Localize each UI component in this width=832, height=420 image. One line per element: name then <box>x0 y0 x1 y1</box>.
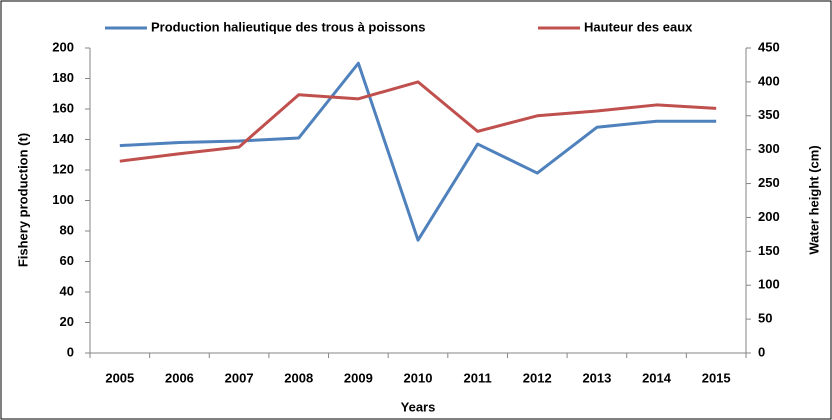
x-tick-label: 2012 <box>523 370 552 385</box>
y-tick-label: 160 <box>52 100 74 115</box>
x-tick-label: 2014 <box>642 370 672 385</box>
y2-axis-label: Water height (cm) <box>806 145 821 254</box>
x-tick-label: 2011 <box>464 370 492 385</box>
y2-tick-label: 100 <box>758 277 780 292</box>
y-tick-label: 80 <box>60 222 74 237</box>
y-tick-label: 200 <box>52 39 74 54</box>
x-tick-label: 2005 <box>105 370 134 385</box>
legend-label: Production halieutique des trous à poiss… <box>151 19 425 34</box>
y2-tick-label: 450 <box>758 39 780 54</box>
y-tick-label: 100 <box>52 192 74 207</box>
x-tick-label: 2013 <box>582 370 611 385</box>
y2-tick-label: 0 <box>758 344 765 359</box>
y-tick-label: 140 <box>52 131 74 146</box>
y-tick-label: 0 <box>67 344 74 359</box>
x-tick-label: 2015 <box>702 370 731 385</box>
x-tick-label: 2008 <box>284 370 313 385</box>
x-tick-label: 2006 <box>165 370 194 385</box>
y2-tick-label: 200 <box>758 209 780 224</box>
series-line <box>119 80 717 163</box>
y2-tick-label: 350 <box>758 107 780 122</box>
x-tick-label: 2010 <box>404 370 433 385</box>
y2-tick-label: 150 <box>758 243 780 258</box>
y-tick-label: 20 <box>60 314 74 329</box>
legend-label: Hauteur des eaux <box>584 19 693 34</box>
series-line <box>119 61 717 242</box>
y-tick-label: 60 <box>60 253 74 268</box>
y2-tick-label: 50 <box>758 311 772 326</box>
y2-tick-label: 400 <box>758 73 780 88</box>
y-tick-label: 40 <box>60 283 74 298</box>
x-tick-label: 2009 <box>344 370 373 385</box>
y2-tick-label: 250 <box>758 175 780 190</box>
x-axis-label: Years <box>401 399 436 414</box>
y-tick-label: 120 <box>52 161 74 176</box>
x-tick-label: 2007 <box>225 370 254 385</box>
y-axis-label: Fishery production (t) <box>15 133 30 267</box>
y2-tick-label: 300 <box>758 141 780 156</box>
y-tick-label: 180 <box>52 70 74 85</box>
